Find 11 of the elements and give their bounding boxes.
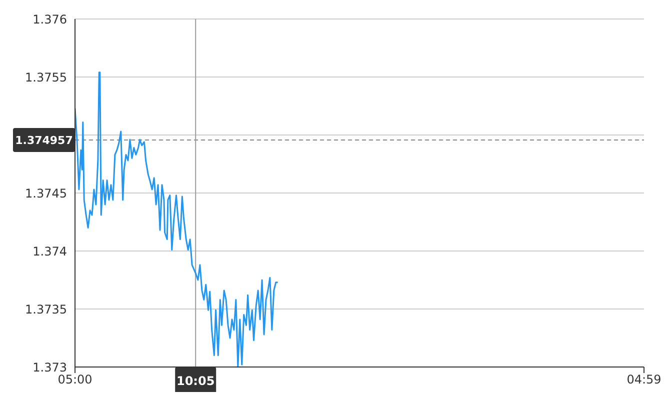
x-tick-label: 05:00: [58, 372, 92, 387]
ref-line-label: 1.374957: [15, 134, 73, 147]
y-tick-label: 1.3735: [25, 302, 67, 316]
y-tick-label: 1.376: [32, 12, 67, 26]
y-tick-label: 1.3755: [25, 70, 67, 84]
y-tick-label: 1.3745: [25, 186, 67, 200]
y-tick-label: 1.374: [32, 244, 67, 258]
line-series: [75, 72, 279, 367]
y-tick-label: 1.373: [32, 360, 67, 374]
ref-line-label: 10:05: [176, 374, 215, 388]
x-tick-label: 04:59: [626, 372, 662, 387]
